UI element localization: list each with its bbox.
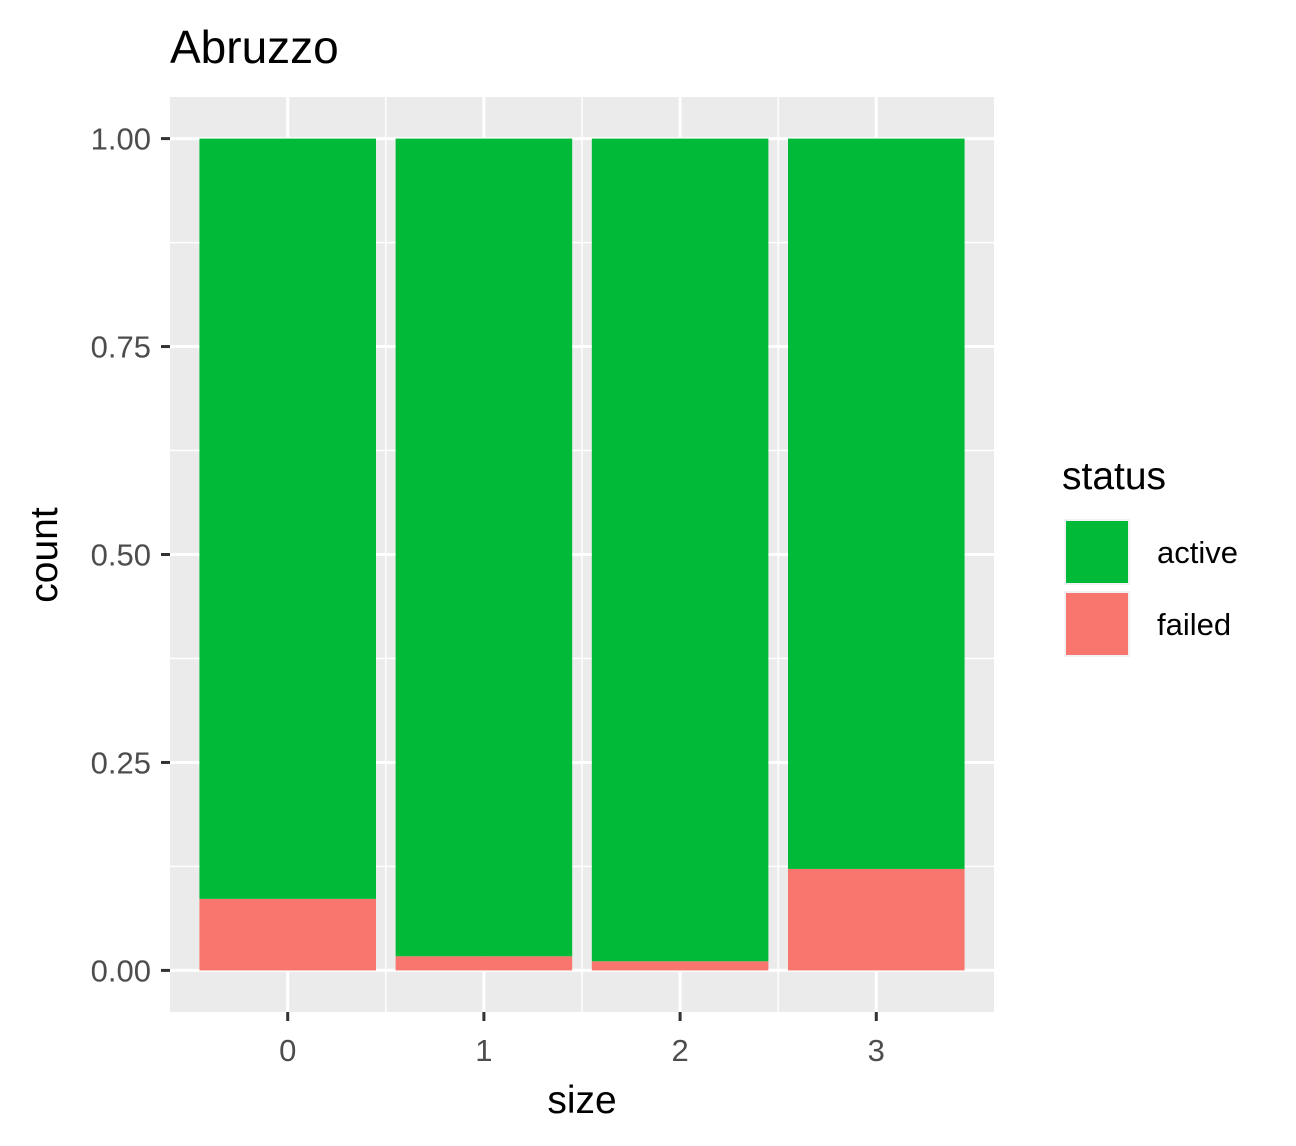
chart-title: Abruzzo — [170, 21, 339, 73]
legend-swatch-failed — [1066, 593, 1128, 655]
y-tick-label: 0.50 — [91, 538, 151, 573]
legend-title: status — [1062, 455, 1166, 498]
y-tick-label: 0.00 — [91, 953, 151, 988]
y-tick-label: 0.75 — [91, 330, 151, 365]
bar-failed-size-2 — [591, 961, 769, 971]
y-axis-title: count — [23, 507, 66, 603]
bar-failed-size-0 — [199, 898, 376, 971]
bar-active-size-0 — [199, 138, 376, 899]
legend-label-failed: failed — [1157, 607, 1231, 642]
bar-failed-size-3 — [788, 868, 965, 971]
x-tick-label: 2 — [671, 1033, 688, 1068]
x-tick-label: 0 — [279, 1033, 296, 1068]
x-tick-label: 3 — [868, 1033, 885, 1068]
legend-label-active: active — [1157, 535, 1238, 570]
legend-swatch-active — [1066, 521, 1128, 583]
x-axis-title: size — [547, 1079, 616, 1122]
bar-active-size-2 — [591, 138, 769, 962]
y-tick-label: 1.00 — [91, 122, 151, 157]
x-axis: 0 1 2 3 — [279, 1012, 885, 1068]
y-tick-label: 0.25 — [91, 745, 151, 780]
bar-active-size-3 — [788, 138, 965, 869]
y-axis: 0.00 0.25 0.50 0.75 1.00 — [91, 122, 170, 988]
legend: status active failed — [1062, 455, 1238, 657]
x-tick-label: 1 — [475, 1033, 492, 1068]
bar-failed-size-1 — [395, 956, 573, 971]
bar-active-size-1 — [395, 138, 573, 957]
bars — [199, 138, 965, 971]
